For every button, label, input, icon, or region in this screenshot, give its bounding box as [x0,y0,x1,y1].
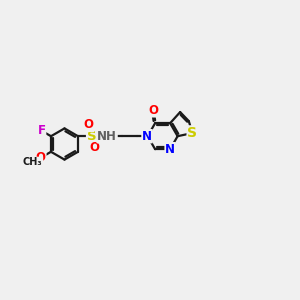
Text: S: S [187,126,197,140]
Text: O: O [89,141,100,154]
Text: CH₃: CH₃ [23,157,43,167]
Text: F: F [38,124,46,137]
Text: N: N [165,143,175,156]
Text: S: S [87,130,96,143]
Text: O: O [83,118,94,131]
Text: O: O [36,151,46,164]
Text: N: N [142,130,152,143]
Text: O: O [148,104,159,117]
Text: NH: NH [97,130,117,143]
